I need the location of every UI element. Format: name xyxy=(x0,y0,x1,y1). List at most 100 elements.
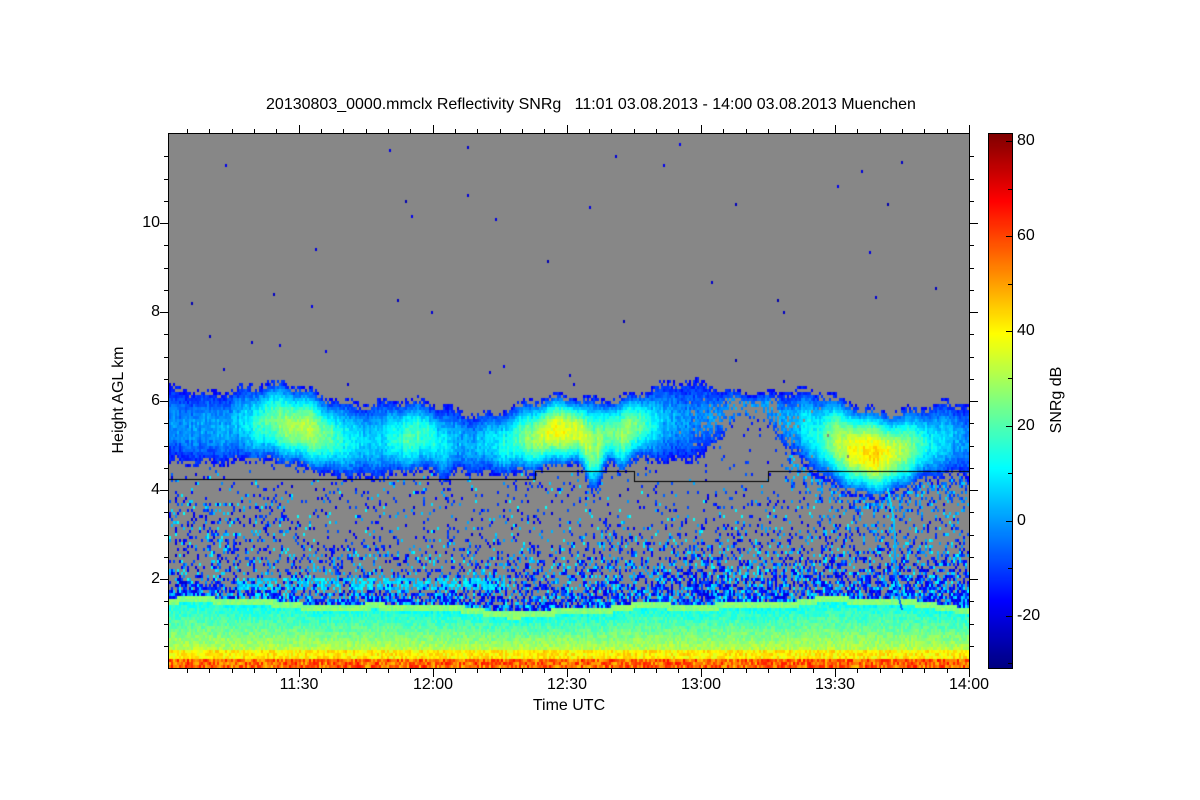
heatmap-canvas xyxy=(169,134,969,668)
x-tick xyxy=(857,669,858,673)
y-tick xyxy=(970,423,974,424)
figure-title: 20130803_0000.mmclx Reflectivity SNRg 11… xyxy=(266,96,916,113)
x-tick xyxy=(634,129,635,133)
colorbar-tick xyxy=(1008,189,1012,190)
x-tick xyxy=(187,129,188,133)
colorbar-tick xyxy=(1008,663,1012,664)
y-tick xyxy=(164,624,168,625)
y-tick xyxy=(164,245,168,246)
x-tick xyxy=(410,669,411,673)
x-tick xyxy=(500,129,501,133)
x-tick xyxy=(366,129,367,133)
x-tick xyxy=(611,129,612,133)
colorbar-tick-label: 60 xyxy=(1017,227,1035,244)
y-tick xyxy=(970,401,978,402)
x-tick xyxy=(343,129,344,133)
x-tick xyxy=(500,669,501,673)
y-tick xyxy=(970,245,974,246)
x-tick xyxy=(924,129,925,133)
x-tick xyxy=(455,129,456,133)
y-tick xyxy=(970,468,974,469)
x-tick xyxy=(746,129,747,133)
colorbar-tick-label: -20 xyxy=(1017,607,1041,624)
x-tick-label: 13:30 xyxy=(814,676,856,693)
x-tick xyxy=(544,669,545,673)
colorbar-tick xyxy=(1008,568,1012,569)
colorbar-tick xyxy=(1006,616,1012,617)
x-tick xyxy=(768,129,769,133)
y-tick xyxy=(970,201,974,202)
x-tick xyxy=(678,669,679,673)
x-tick xyxy=(813,669,814,673)
x-axis-label: Time UTC xyxy=(532,697,606,714)
x-tick xyxy=(276,129,277,133)
y-axis-label: Height AGL km xyxy=(110,346,127,454)
x-tick xyxy=(790,669,791,673)
x-tick xyxy=(433,669,434,677)
y-tick xyxy=(164,201,168,202)
x-tick xyxy=(880,669,881,673)
x-tick xyxy=(321,129,322,133)
x-tick-label: 14:00 xyxy=(948,676,990,693)
x-tick xyxy=(589,129,590,133)
x-tick xyxy=(209,129,210,133)
x-tick xyxy=(276,669,277,673)
colorbar-tick xyxy=(1006,426,1012,427)
y-tick xyxy=(970,156,974,157)
x-tick xyxy=(947,129,948,133)
y-tick xyxy=(160,312,168,313)
colorbar-tick-label: 80 xyxy=(1017,132,1035,149)
x-tick xyxy=(544,129,545,133)
y-tick xyxy=(164,468,168,469)
plot-area xyxy=(168,133,970,669)
x-tick xyxy=(343,669,344,673)
x-tick xyxy=(835,125,836,133)
y-tick xyxy=(970,290,974,291)
x-tick xyxy=(410,129,411,133)
x-tick xyxy=(857,129,858,133)
y-tick xyxy=(164,512,168,513)
x-tick xyxy=(433,125,434,133)
colorbar-tick xyxy=(1008,284,1012,285)
x-tick xyxy=(701,669,702,677)
x-tick xyxy=(477,129,478,133)
x-tick xyxy=(656,129,657,133)
colorbar-tick-label: 40 xyxy=(1017,322,1035,339)
colorbar-canvas xyxy=(989,134,1012,668)
x-tick-label: 12:30 xyxy=(546,676,588,693)
y-tick xyxy=(164,646,168,647)
y-tick xyxy=(970,557,974,558)
y-tick xyxy=(970,268,974,269)
x-tick xyxy=(790,129,791,133)
y-tick xyxy=(970,379,974,380)
x-tick xyxy=(254,129,255,133)
x-tick xyxy=(455,669,456,673)
x-tick xyxy=(388,129,389,133)
y-tick xyxy=(970,179,974,180)
y-tick-label: 6 xyxy=(151,392,160,409)
y-tick xyxy=(970,512,974,513)
x-tick xyxy=(299,669,300,677)
colorbar-tick xyxy=(1008,378,1012,379)
y-tick xyxy=(164,290,168,291)
y-tick xyxy=(164,268,168,269)
y-tick xyxy=(164,557,168,558)
x-tick xyxy=(746,669,747,673)
y-tick xyxy=(160,223,168,224)
x-tick xyxy=(209,669,210,673)
colorbar-tick xyxy=(1006,236,1012,237)
x-tick-label: 13:00 xyxy=(680,676,722,693)
x-tick xyxy=(388,669,389,673)
x-tick xyxy=(902,669,903,673)
y-tick xyxy=(970,535,974,536)
y-tick xyxy=(970,646,974,647)
x-tick xyxy=(232,129,233,133)
x-tick-label: 12:00 xyxy=(412,676,454,693)
y-tick xyxy=(164,423,168,424)
x-tick-label: 11:30 xyxy=(279,676,319,693)
y-tick xyxy=(164,379,168,380)
y-tick xyxy=(164,535,168,536)
x-tick xyxy=(321,669,322,673)
colorbar-tick xyxy=(1006,521,1012,522)
